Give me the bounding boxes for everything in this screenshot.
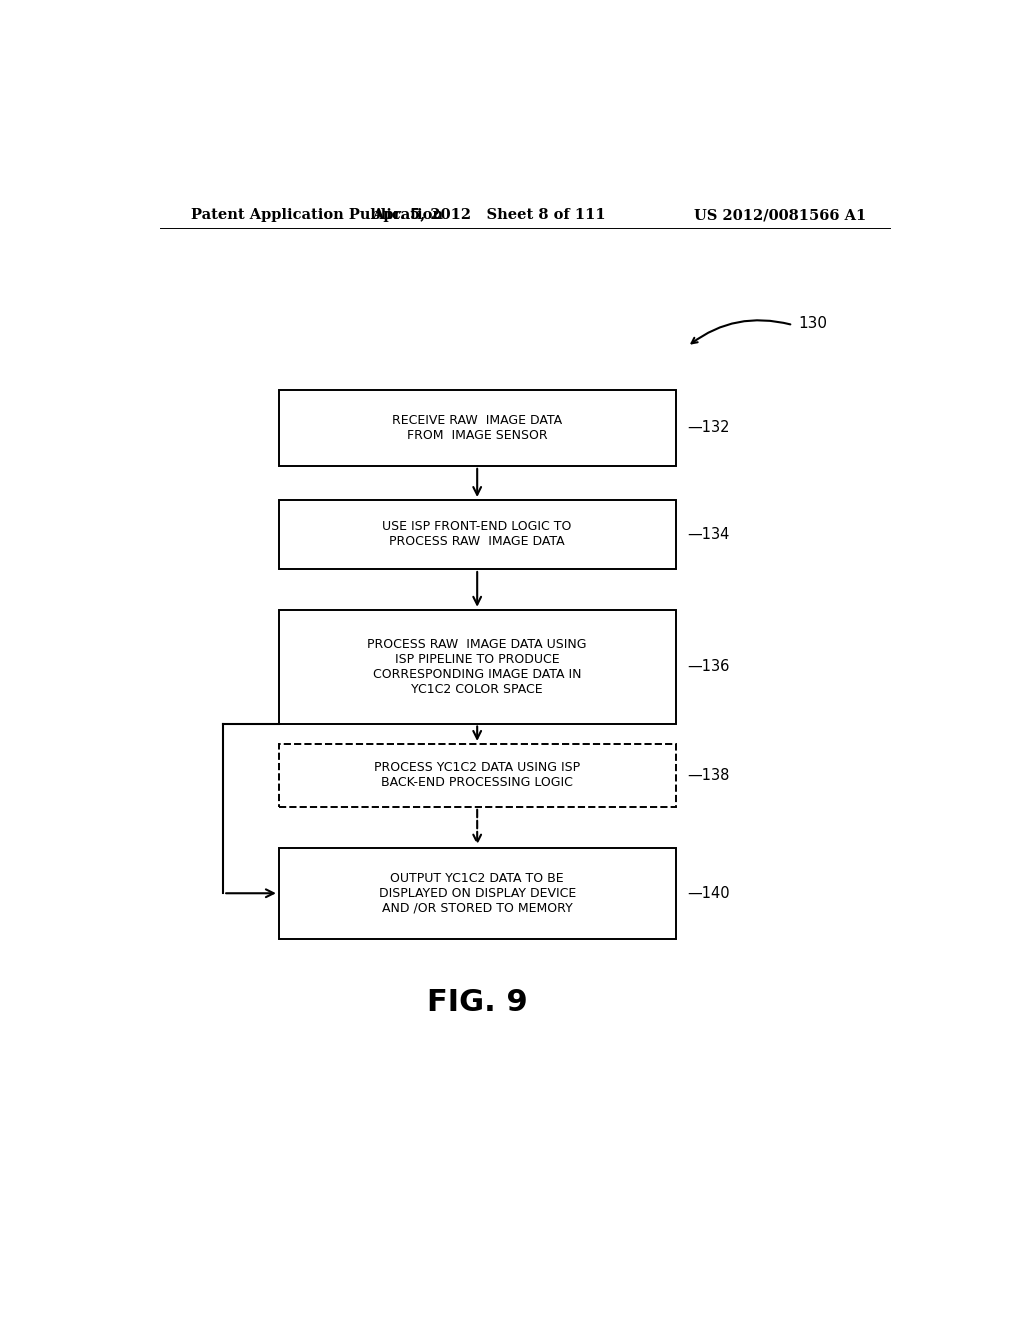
Text: PROCESS RAW  IMAGE DATA USING
ISP PIPELINE TO PRODUCE
CORRESPONDING IMAGE DATA I: PROCESS RAW IMAGE DATA USING ISP PIPELIN… <box>368 638 587 696</box>
Text: —140: —140 <box>687 886 730 900</box>
FancyBboxPatch shape <box>279 744 676 807</box>
Text: —138: —138 <box>687 768 730 783</box>
Text: 130: 130 <box>799 315 827 330</box>
Text: Patent Application Publication: Patent Application Publication <box>191 209 443 222</box>
Text: OUTPUT YC1C2 DATA TO BE
DISPLAYED ON DISPLAY DEVICE
AND /OR STORED TO MEMORY: OUTPUT YC1C2 DATA TO BE DISPLAYED ON DIS… <box>379 871 575 915</box>
Text: USE ISP FRONT-END LOGIC TO
PROCESS RAW  IMAGE DATA: USE ISP FRONT-END LOGIC TO PROCESS RAW I… <box>383 520 571 549</box>
FancyBboxPatch shape <box>279 389 676 466</box>
Text: —134: —134 <box>687 527 730 543</box>
FancyBboxPatch shape <box>279 847 676 939</box>
Text: RECEIVE RAW  IMAGE DATA
FROM  IMAGE SENSOR: RECEIVE RAW IMAGE DATA FROM IMAGE SENSOR <box>392 413 562 442</box>
FancyBboxPatch shape <box>279 610 676 723</box>
Text: Apr. 5, 2012   Sheet 8 of 111: Apr. 5, 2012 Sheet 8 of 111 <box>373 209 606 222</box>
Text: —132: —132 <box>687 420 730 436</box>
FancyBboxPatch shape <box>279 500 676 569</box>
Text: PROCESS YC1C2 DATA USING ISP
BACK-END PROCESSING LOGIC: PROCESS YC1C2 DATA USING ISP BACK-END PR… <box>374 762 581 789</box>
Text: —136: —136 <box>687 659 730 675</box>
Text: FIG. 9: FIG. 9 <box>427 987 527 1016</box>
Text: US 2012/0081566 A1: US 2012/0081566 A1 <box>694 209 866 222</box>
